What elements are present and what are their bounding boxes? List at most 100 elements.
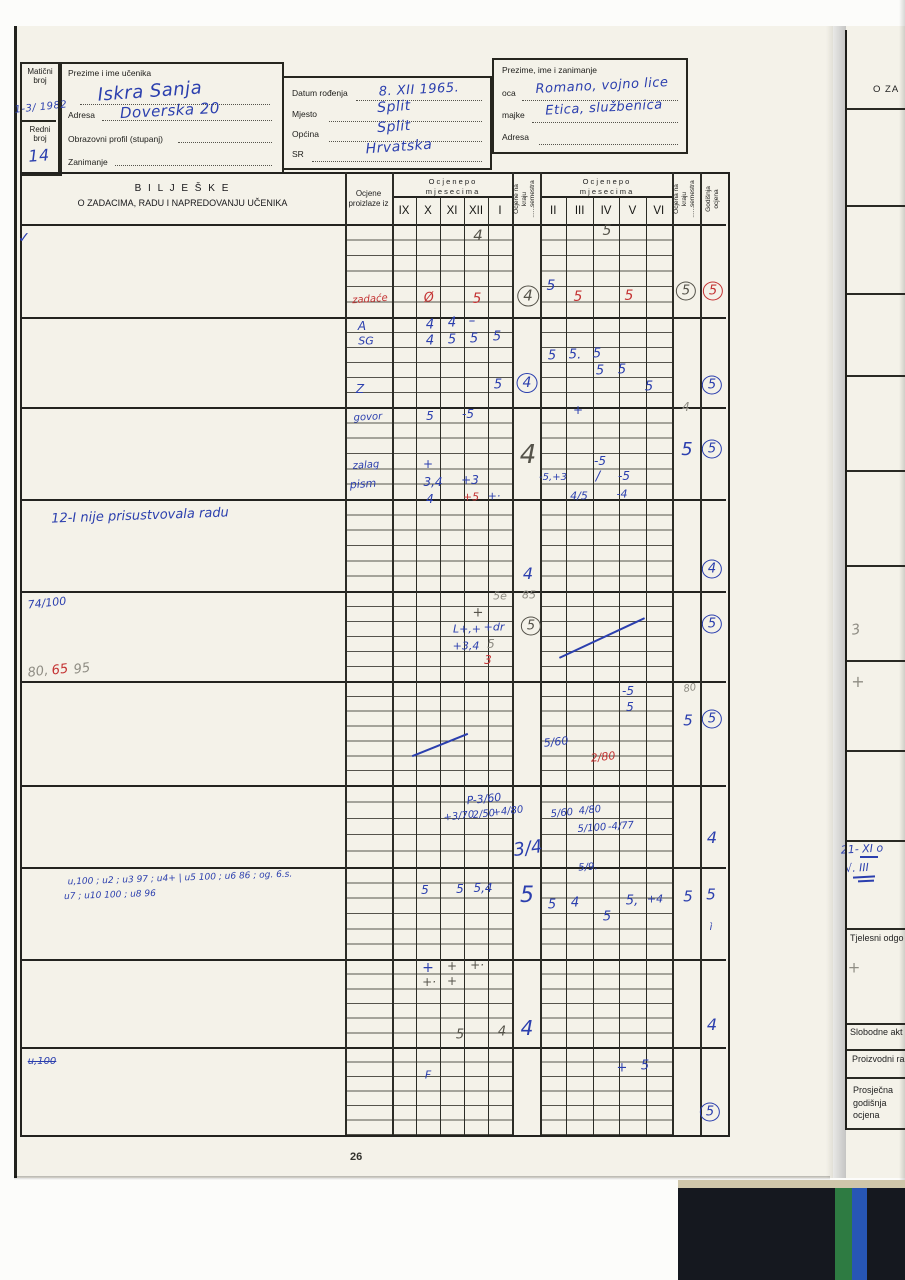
handwritten-mark: 5: [701, 439, 723, 459]
handwritten-mark: 5: [702, 281, 724, 301]
name-dotted-line: [80, 94, 270, 105]
group1-header: O c j e n e p o m j e s e c i m a: [425, 177, 479, 196]
fine-row-grid: [345, 868, 512, 960]
block-separator-line: [20, 407, 726, 409]
column-line: [392, 172, 394, 1135]
month-label: V: [628, 205, 637, 217]
page-gutter-shadow: [826, 26, 846, 1178]
month-label: IV: [600, 205, 612, 217]
handwritten-mark: 5e: [493, 589, 507, 603]
scan-right-edge-shadow: [899, 0, 905, 1280]
right-page-rule: [845, 565, 905, 567]
page-bottom-shadow: [14, 1176, 830, 1180]
handwritten-mark: Z: [355, 382, 365, 396]
majke-label: majke: [502, 110, 525, 120]
fine-row-grid: [540, 868, 672, 960]
fine-row-grid: [345, 225, 512, 318]
column-line: [440, 197, 441, 1135]
student-id-box: Matični broj 1-3/ 1982 Redni broj 14: [14, 62, 68, 176]
handwritten-mark: 65: [50, 661, 70, 679]
grades-table-border: [20, 172, 730, 1137]
column-line: [700, 172, 702, 1135]
handwritten-mark: ì: [709, 922, 713, 933]
profil-dotted-line: [178, 132, 272, 143]
column-line: [566, 197, 567, 1135]
handwritten-mark: 5: [699, 1102, 721, 1122]
column-line: [416, 197, 417, 1135]
handwritten-mark: -5: [594, 454, 606, 468]
month-label: I: [498, 205, 502, 217]
handwritten-mark: 5,4: [473, 881, 493, 895]
student-name-box: Prezime i ime učenika Iskra Sanja Adresa…: [58, 62, 284, 174]
handwritten-mark: 5: [492, 329, 502, 345]
sem1-header: Ocjene na kraju ......semestra: [513, 180, 537, 218]
handwritten-mark: 85: [522, 588, 536, 602]
column-line: [345, 172, 347, 1135]
handwritten-mark: 4: [520, 1016, 534, 1040]
column-line: [672, 172, 674, 1135]
handwritten-mark: ✓: [17, 228, 31, 247]
handwritten-mark: 5: [701, 709, 723, 729]
handwritten-mark: 4: [682, 400, 690, 414]
handwritten-mark: +·: [470, 958, 484, 972]
right-page-rule: [845, 205, 905, 207]
adresa-label: Adresa: [68, 110, 95, 120]
handwritten-mark: 5: [547, 348, 557, 364]
fine-row-grid: [540, 1048, 672, 1135]
handwritten-mark: +dr: [483, 620, 505, 634]
month-label: VI: [653, 205, 665, 217]
mjesto-label: Mjesto: [292, 109, 318, 119]
block-separator-line: [20, 1047, 726, 1049]
handwritten-mark: +: [422, 960, 434, 976]
block-separator-line: [20, 785, 726, 787]
handwritten-mark: +: [446, 959, 458, 973]
fine-row-grid: [345, 592, 512, 682]
handwritten-mark: L+,+: [452, 622, 482, 636]
profil-label: Obrazovni profil (stupanj): [68, 134, 163, 144]
handwritten-mark: 4/5: [570, 489, 588, 503]
handwritten-mark: 5.: [568, 347, 582, 363]
birth-data-box: Datum rođenja 8. XII 1965. Mjesto Split …: [282, 76, 492, 170]
column-line: [593, 197, 594, 1135]
handwritten-mark: +: [851, 672, 865, 691]
column-line: [540, 172, 542, 1135]
fine-row-grid: [345, 318, 512, 408]
right-page-rule: [845, 1077, 905, 1079]
handwritten-mark: 5: [640, 1058, 650, 1074]
handwritten-mark: 95: [72, 660, 92, 678]
prosjecna-label: Prosječna godišnja ocjena: [853, 1085, 894, 1121]
handwritten-mark: 5: [683, 711, 693, 730]
handwritten-mark: +: [572, 403, 584, 417]
column-line: [619, 197, 620, 1135]
handwritten-mark: 5: [592, 346, 602, 362]
group2-header: O c j e n e p o m j e s e c i m a: [579, 177, 633, 196]
proizvodni-label: Proizvodni ra: [852, 1054, 905, 1064]
handwritten-mark: +3,4: [452, 639, 480, 653]
handwritten-mark: +: [422, 457, 434, 471]
parents-adresa-dotted-line: [539, 134, 678, 145]
handwritten-mark: 4: [425, 317, 435, 333]
month-label: III: [574, 205, 585, 217]
mjesto-dotted-line: [329, 111, 482, 122]
block-separator-line: [20, 224, 726, 226]
handwritten-mark: 4: [570, 895, 580, 911]
handwritten-mark: 4: [522, 564, 534, 583]
handwritten-mark: 4: [447, 315, 457, 331]
datum-dotted-line: [356, 90, 482, 101]
handwritten-mark: SG: [358, 334, 374, 348]
maticni-broj-label: Matični broj: [27, 67, 53, 85]
month-label: XII: [468, 205, 484, 217]
handwritten-mark: 5: [701, 375, 723, 395]
handwritten-mark: 5: [520, 616, 542, 636]
fine-row-grid: [540, 318, 672, 408]
handwritten-mark: govor: [353, 411, 383, 424]
fine-row-grid: [345, 682, 512, 786]
handwritten-mark: 80,: [26, 663, 50, 681]
handwritten-mark: -4: [616, 487, 628, 501]
handwritten-mark: 5: [602, 223, 612, 239]
handwritten-mark: 5: [626, 700, 634, 714]
handwritten-mark: +: [847, 958, 861, 977]
fine-row-grid: [345, 1048, 512, 1135]
page-number: 26: [350, 1151, 363, 1163]
handwritten-mark: 4: [426, 492, 434, 506]
